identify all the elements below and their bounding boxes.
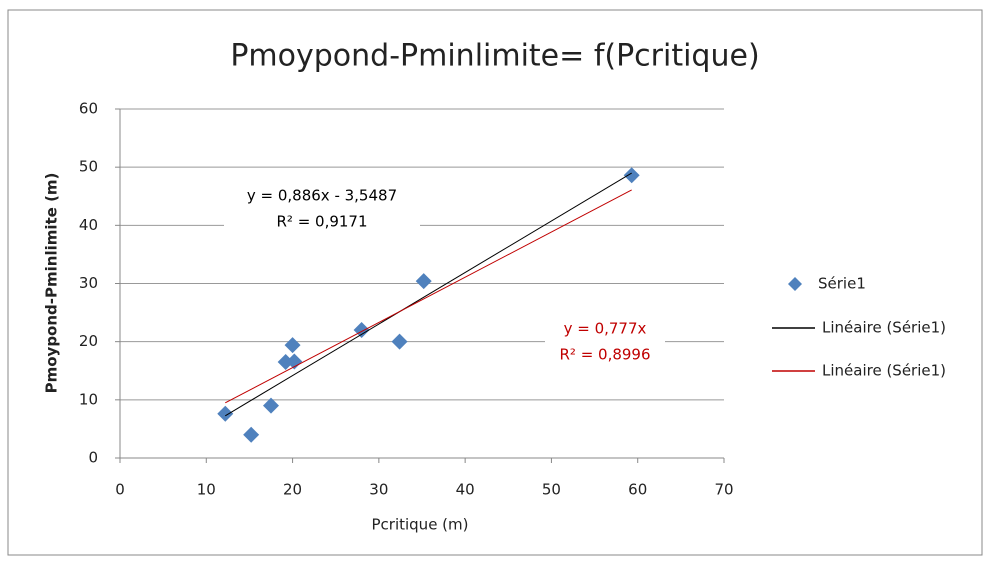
y-axis-title: Pmoypond-Pminlimite (m) (43, 173, 61, 394)
point (623, 167, 640, 184)
equation: y = 0,886x - 3,5487 (247, 187, 397, 205)
y-tick-label: 40 (79, 216, 98, 234)
point (286, 353, 303, 370)
r-squared: R² = 0,8996 (559, 346, 650, 364)
chart-title: Pmoypond-Pminlimite= f(Pcritique) (230, 39, 759, 74)
y-tick-label: 60 (79, 100, 98, 118)
y-tick-label: 30 (79, 274, 98, 292)
x-tick-label: 60 (628, 481, 647, 499)
point (415, 273, 432, 290)
equation: y = 0,777x (564, 320, 647, 338)
y-tick-label: 10 (79, 390, 98, 408)
trendline (225, 189, 632, 404)
point (243, 426, 260, 443)
x-tick-label: 20 (283, 481, 302, 499)
x-tick-label: 40 (456, 481, 475, 499)
x-axis-title: Pcritique (m) (371, 516, 468, 534)
y-tick-label: 20 (79, 332, 98, 350)
legend-label: Série1 (818, 275, 866, 293)
equation-box (224, 179, 420, 239)
trendline (225, 172, 632, 417)
legend-label: Linéaire (Série1) (822, 319, 946, 337)
x-tick-label: 10 (197, 481, 216, 499)
legend-marker (788, 277, 802, 291)
legend-label: Linéaire (Série1) (822, 362, 946, 380)
point (284, 337, 301, 354)
point (217, 405, 234, 422)
x-tick-label: 70 (714, 481, 733, 499)
point (263, 397, 279, 414)
y-tick-label: 0 (88, 449, 98, 467)
point (391, 333, 408, 350)
chart-border (7, 9, 983, 556)
x-tick-label: 50 (542, 481, 561, 499)
r-squared: R² = 0,9171 (276, 213, 367, 231)
point (277, 354, 294, 371)
y-tick-label: 50 (79, 158, 98, 176)
x-tick-label: 30 (369, 481, 388, 499)
equation-box (545, 314, 665, 370)
x-tick-label: 0 (115, 481, 125, 499)
